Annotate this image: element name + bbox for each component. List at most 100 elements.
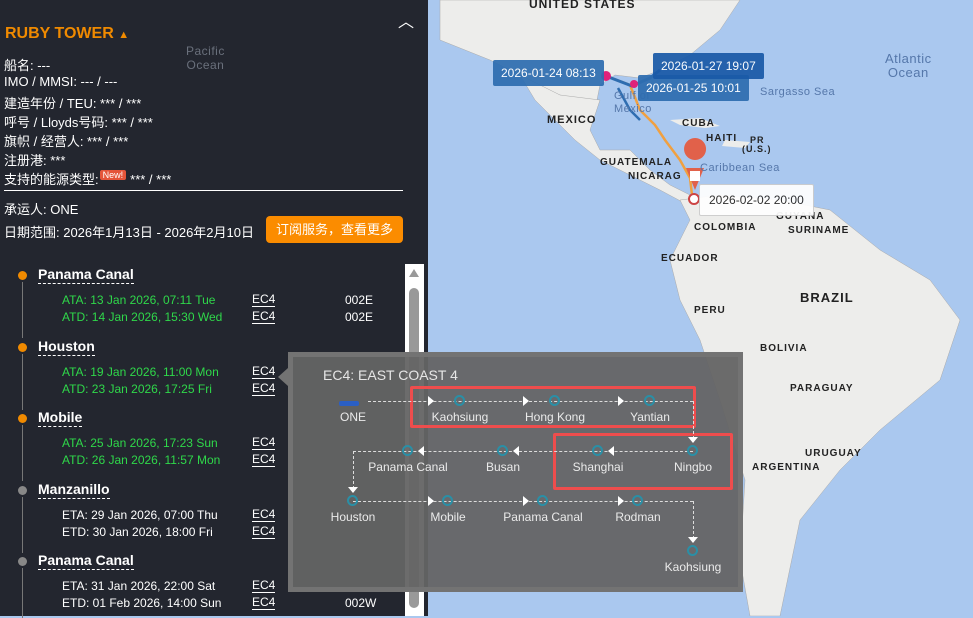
divider <box>4 190 403 191</box>
status-dot <box>18 343 27 352</box>
arrow-down-icon <box>688 537 698 543</box>
map-label: ARGENTINA <box>752 462 821 473</box>
port-label: Hong Kong <box>524 410 586 424</box>
scroll-up-icon <box>409 269 419 277</box>
port-label: Ningbo <box>673 460 713 474</box>
ocean-label: Atlantic Ocean <box>885 51 932 80</box>
collapse-icon[interactable]: ︿ <box>398 14 415 31</box>
map-label: ECUADOR <box>661 253 719 264</box>
port-node[interactable] <box>402 445 413 456</box>
timeline-line <box>22 568 23 618</box>
timeline-line <box>22 282 23 338</box>
map-label: GUATEMALA <box>600 157 673 168</box>
schedule-time: ETD: 01 Feb 2026, 14:00 Sun <box>62 596 222 610</box>
location-pin-icon <box>684 138 707 190</box>
service-link[interactable]: EC4 <box>252 452 276 467</box>
highlight-box <box>553 433 733 490</box>
date-range: 日期范围: 2026年1月13日 - 2026年2月10日 <box>4 225 254 240</box>
port-label: Mobile <box>430 510 466 524</box>
port-name[interactable]: Mobile <box>38 409 83 427</box>
arrow-right-icon <box>618 496 624 506</box>
schedule-time: ATA: 19 Jan 2026, 11:00 Mon <box>62 365 219 379</box>
arrow-right-icon <box>428 496 434 506</box>
service-route-popup: EC4: EAST COAST 4 Kaohsiung Hong Kong Yant… <box>288 352 743 592</box>
port-node[interactable] <box>347 495 358 506</box>
service-link[interactable]: EC4 <box>252 381 276 396</box>
schedule-time: ATD: 26 Jan 2026, 11:57 Mon <box>62 453 221 467</box>
map-tooltip[interactable]: 2026-01-27 19:07 <box>653 53 764 79</box>
service-link[interactable]: EC4 <box>252 364 276 379</box>
port-name[interactable]: Panama Canal <box>38 266 134 284</box>
port-node[interactable] <box>497 445 508 456</box>
map-tooltip[interactable]: 2026-01-24 08:13 <box>493 60 604 86</box>
map-tooltip[interactable]: 2026-01-25 10:01 <box>638 75 749 101</box>
port-label: Kaohsiung <box>664 560 722 574</box>
map-label: (U.S.) <box>742 144 772 154</box>
popup-title: EC4: EAST COAST 4 <box>323 367 458 383</box>
map-label: PARAGUAY <box>790 383 854 394</box>
service-link[interactable]: EC4 <box>252 309 276 324</box>
timeline-line <box>22 497 23 553</box>
port-label: Kaohsiung <box>431 410 489 424</box>
service-link[interactable]: EC4 <box>252 578 276 593</box>
port-node[interactable] <box>644 395 655 406</box>
subscribe-button[interactable]: 订阅服务，查看更多 <box>266 216 403 243</box>
arrow-right-icon <box>428 396 434 406</box>
port-label: Panama Canal <box>503 510 583 524</box>
carrier-label: ONE <box>339 410 367 424</box>
schedule-time: ETA: 29 Jan 2026, 07:00 Thu <box>62 508 218 522</box>
port-node[interactable] <box>454 395 465 406</box>
arrow-down-icon <box>688 437 698 443</box>
map-label: COLOMBIA <box>694 222 757 233</box>
route-line <box>693 401 694 439</box>
arrow-left-icon <box>513 446 519 456</box>
vessel-name[interactable]: RUBY TOWER ▲ <box>5 25 130 42</box>
timeline-line <box>22 425 23 481</box>
route-line <box>353 451 354 489</box>
schedule-time: ETA: 31 Jan 2026, 22:00 Sat <box>62 579 216 593</box>
map-label: MEXICO <box>547 114 597 126</box>
port-name[interactable]: Houston <box>38 338 95 356</box>
port-name[interactable]: Panama Canal <box>38 552 134 570</box>
map-label: CUBA <box>682 118 715 129</box>
info-line: 支持的能源类型: New! *** / *** <box>4 170 172 187</box>
info-line: 船名: --- <box>4 58 51 73</box>
popup-caret <box>278 368 288 386</box>
sea-label: Sargasso Sea <box>760 86 836 98</box>
service-link[interactable]: EC4 <box>252 435 276 450</box>
arrow-right-icon <box>618 396 624 406</box>
port-node[interactable] <box>687 545 698 556</box>
arrow-right-icon <box>523 496 529 506</box>
map-label: GUYANA <box>776 211 825 222</box>
arrow-right-icon <box>523 396 529 406</box>
map-label: HAITI <box>706 133 738 144</box>
map-tooltip[interactable]: 2026-02-02 20:00 <box>699 184 814 216</box>
port-node[interactable] <box>632 495 643 506</box>
map-label: UNITED STATES <box>529 0 636 11</box>
port-node[interactable] <box>549 395 560 406</box>
port-label: Shanghai <box>572 460 624 474</box>
port-node[interactable] <box>442 495 453 506</box>
arrow-down-icon <box>348 487 358 493</box>
map-label: BRAZIL <box>800 290 854 305</box>
service-link[interactable]: EC4 <box>252 595 276 610</box>
info-line: 建造年份 / TEU: *** / *** <box>4 96 142 111</box>
carrier: 承运人: ONE <box>4 202 79 217</box>
port-name[interactable]: Manzanillo <box>38 481 110 499</box>
sea-label: Mexico <box>614 103 652 115</box>
map-label: PERU <box>694 305 726 316</box>
caret-up-icon: ▲ <box>118 29 130 41</box>
service-link[interactable]: EC4 <box>252 524 276 539</box>
service-link[interactable]: EC4 <box>252 292 276 307</box>
service-link[interactable]: EC4 <box>252 507 276 522</box>
port-label: Busan <box>485 460 521 474</box>
ocean-label: Pacific Ocean <box>186 44 225 72</box>
schedule-time: ATD: 14 Jan 2026, 15:30 Wed <box>62 310 223 324</box>
port-node[interactable] <box>592 445 603 456</box>
timeline-line <box>22 354 23 410</box>
port-node[interactable] <box>537 495 548 506</box>
port-node[interactable] <box>687 445 698 456</box>
sea-label: Caribbean Sea <box>700 162 780 174</box>
new-badge: New! <box>99 170 127 180</box>
